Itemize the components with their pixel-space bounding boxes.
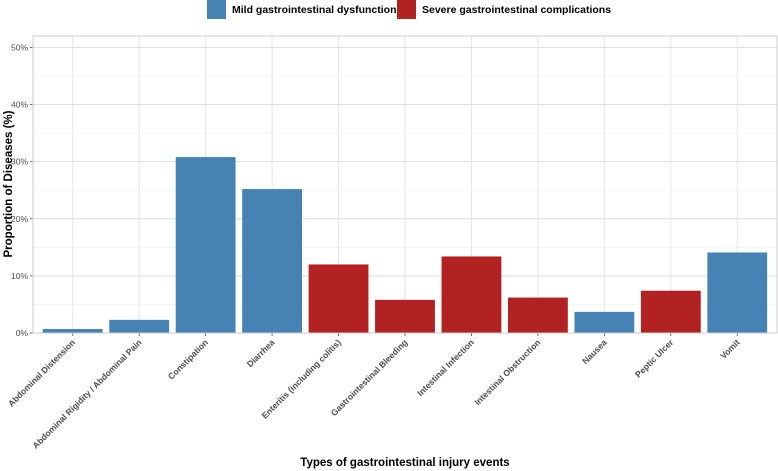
- x-tick-label: Diarrhea: [245, 337, 277, 369]
- legend-label-mild: Mild gastrointestinal dysfunction: [232, 4, 397, 16]
- x-tick-label: Peptic Ulcer: [633, 337, 676, 380]
- plot-border: [32, 35, 778, 334]
- x-tick-label: Nausea: [580, 337, 609, 366]
- y-tick-label: 10%: [11, 271, 28, 281]
- x-tick-label: Intestinal Obstruction: [472, 337, 542, 407]
- bar: [242, 189, 302, 333]
- y-tick-label: 40%: [11, 100, 28, 110]
- x-tick-label: Constipation: [166, 337, 210, 381]
- x-tick-label: Intestinal Infection: [415, 337, 476, 398]
- bar: [441, 256, 502, 333]
- x-tick-label: Vomit: [718, 337, 742, 361]
- bar: [308, 264, 369, 333]
- bar: [574, 311, 635, 333]
- x-tick-label: Gastrointestinal Bleeding: [329, 337, 410, 418]
- bar: [175, 157, 236, 333]
- bar: [640, 290, 701, 333]
- y-tick-label: 0%: [16, 328, 29, 338]
- y-tick-label: 50%: [11, 42, 28, 52]
- x-tick-label: Abdominal Distension: [6, 337, 77, 408]
- legend-label-severe: Severe gastrointestinal complications: [422, 4, 611, 16]
- bar: [42, 329, 103, 333]
- y-axis-title: Proportion of Diseases (%): [3, 110, 15, 257]
- y-tick-label: 20%: [11, 214, 28, 224]
- bar: [375, 299, 435, 333]
- legend-swatch-mild: [207, 0, 226, 19]
- bars: [42, 157, 768, 333]
- legend: Mild gastrointestinal dysfunction Severe…: [207, 0, 611, 19]
- bar: [109, 319, 170, 333]
- x-tick-label: Abdominal Rigidity / Abdominal Pain: [30, 337, 143, 450]
- y-axis: 0% 10% 20% 30% 40% 50%: [11, 42, 33, 338]
- x-axis-title: Types of gastrointestinal injury events: [300, 457, 509, 469]
- bar: [508, 297, 568, 333]
- y-tick-label: 30%: [11, 157, 28, 167]
- legend-swatch-severe: [397, 0, 416, 19]
- bar: [707, 252, 768, 333]
